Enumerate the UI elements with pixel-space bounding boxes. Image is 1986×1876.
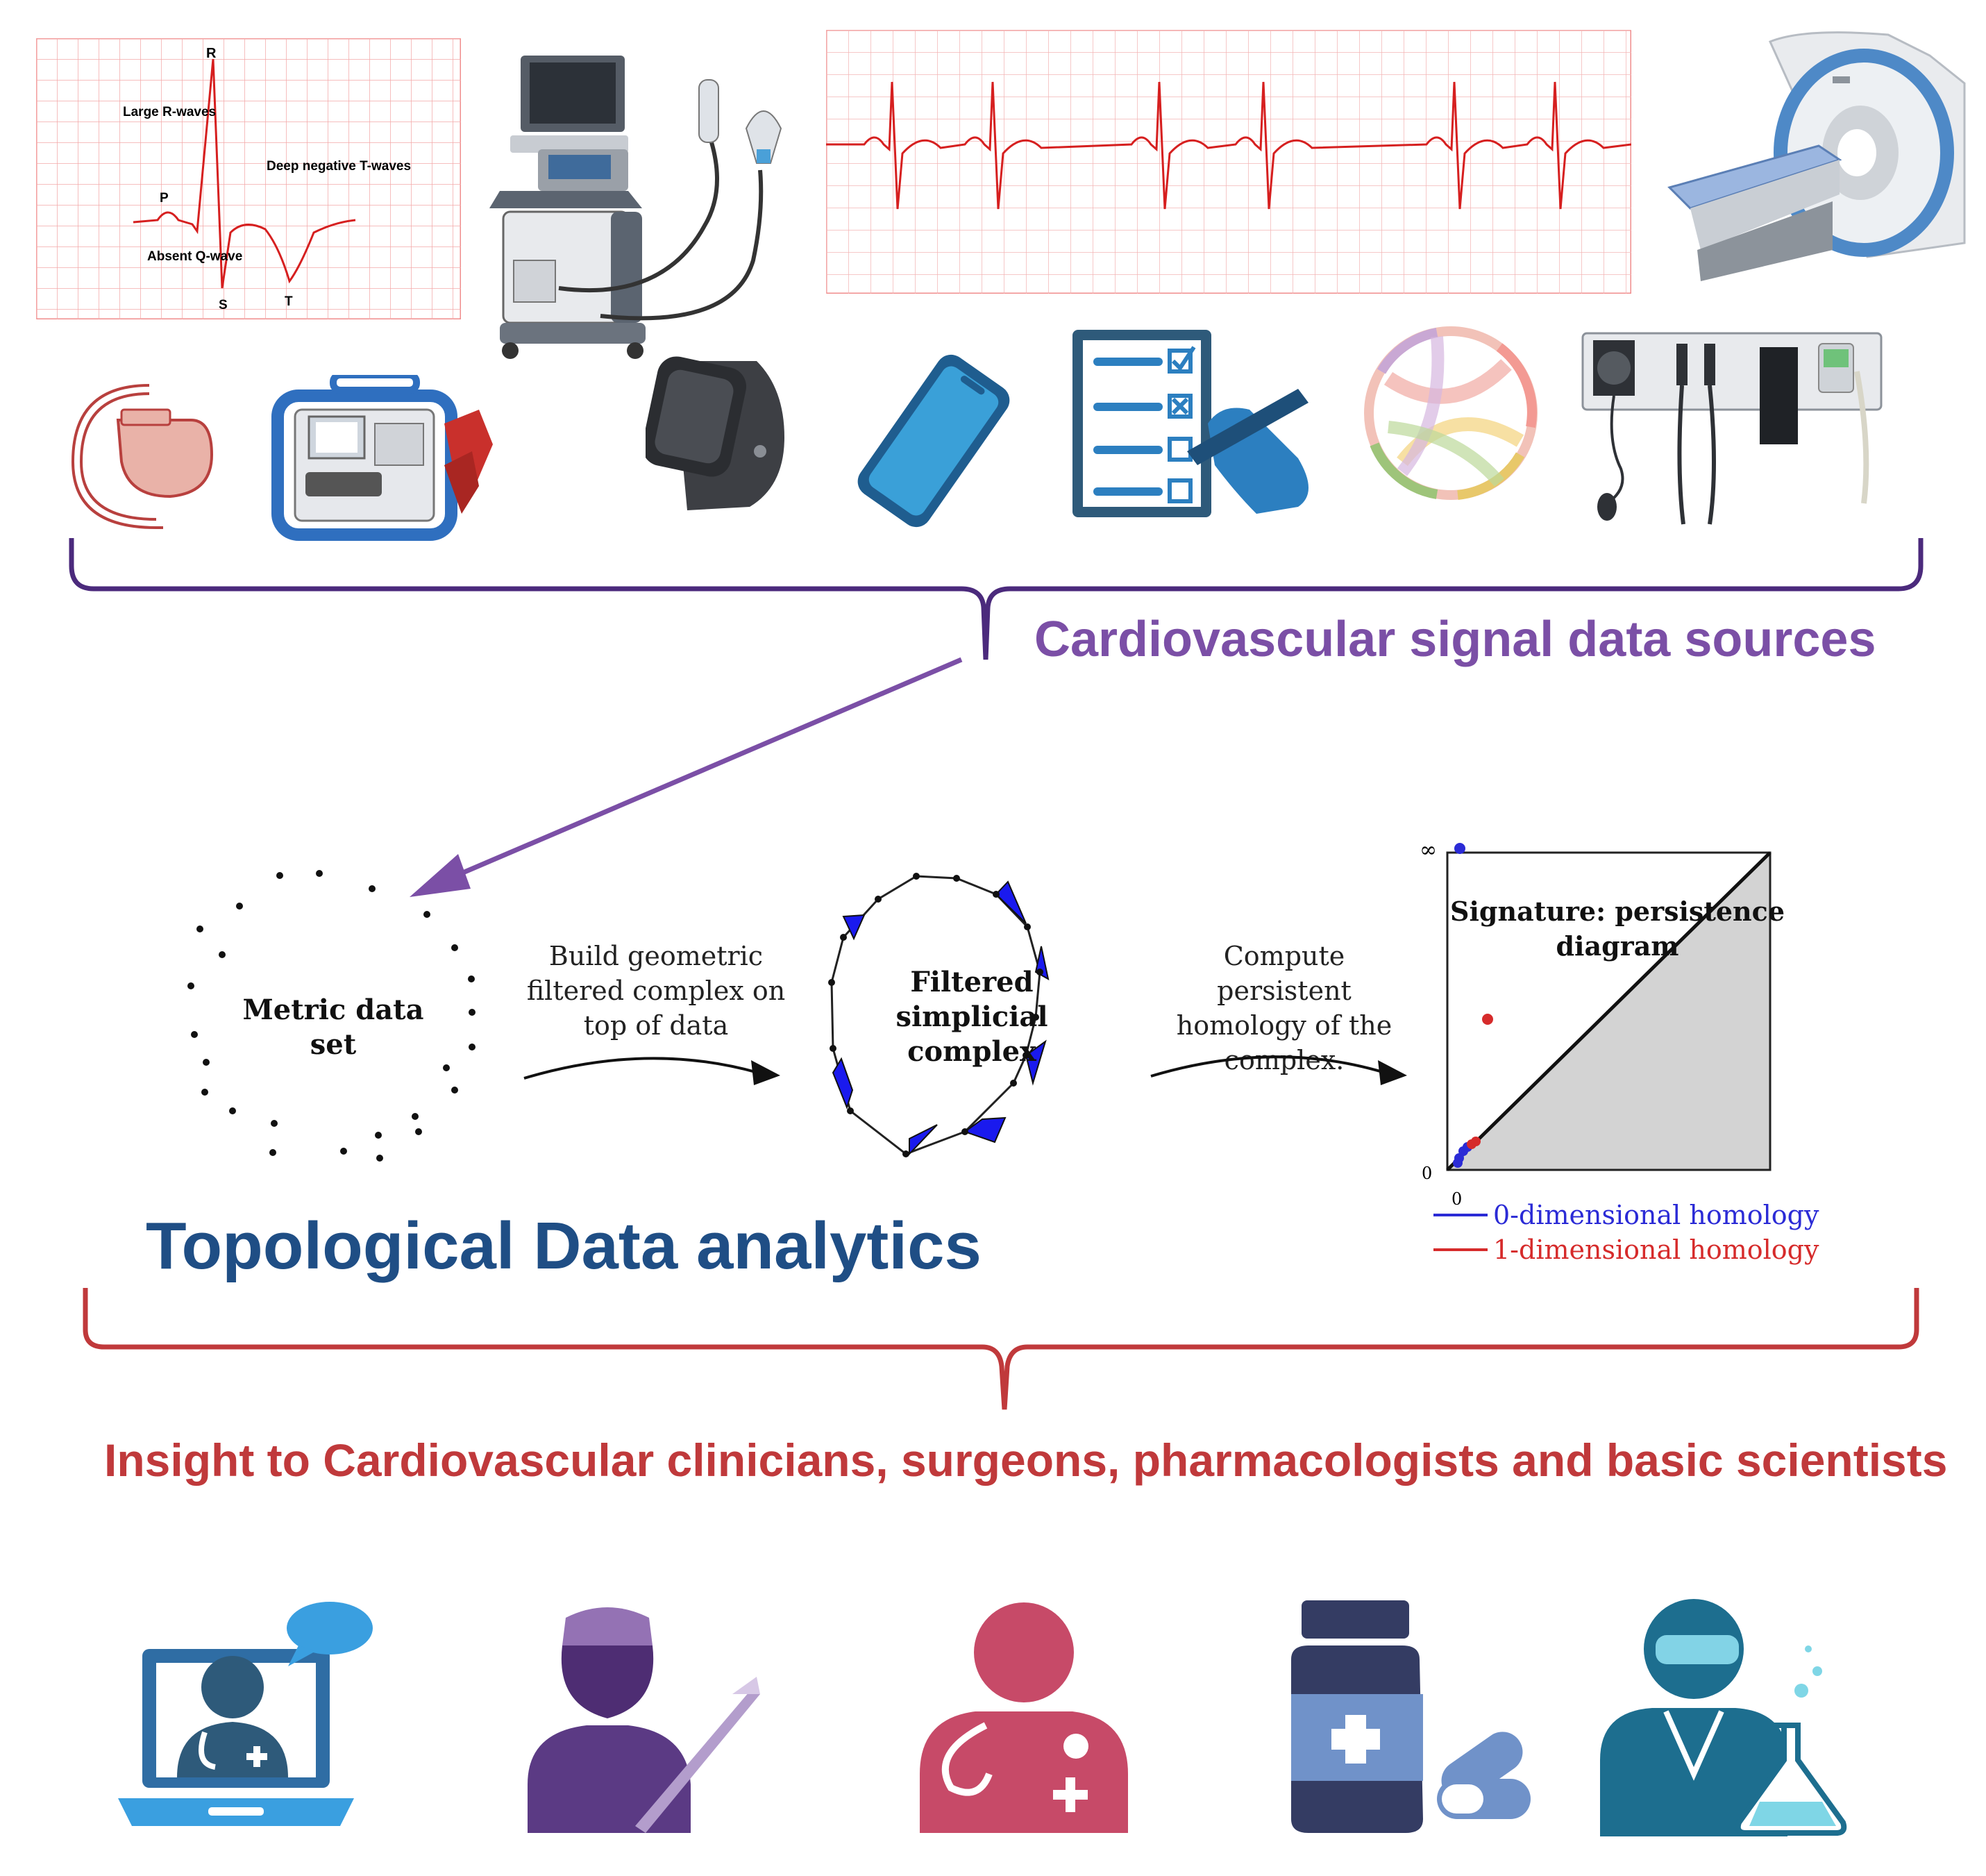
- ultrasound-machine-icon: [489, 56, 782, 359]
- sources-to-tda-arrow: [410, 657, 963, 897]
- legend-h1: 1-dimensional homology: [1433, 1232, 1850, 1267]
- persistence-diagram-title: Signature: persistence diagram: [1450, 896, 1785, 962]
- zero-x-label: 0: [1451, 1189, 1462, 1209]
- zero-y-label: 0: [1422, 1164, 1432, 1183]
- infinity-label: ∞: [1420, 838, 1437, 862]
- defibrillator-icon: [271, 375, 493, 541]
- telemedicine-doctor-icon: [118, 1602, 373, 1826]
- clinician-icon: [920, 1602, 1128, 1833]
- data-sources-brace: [69, 538, 1924, 660]
- metric-point-cloud: [187, 870, 476, 1162]
- surgeon-icon: [528, 1607, 760, 1833]
- insight-brace: [83, 1288, 1919, 1410]
- ecg-label-r: R: [206, 46, 217, 61]
- ecg-label-deep-t: Deep negative T-waves: [267, 159, 411, 174]
- pacemaker-icon: [71, 384, 214, 529]
- legend-h0: 0-dimensional homology: [1433, 1198, 1850, 1232]
- persistence-legend: 0-dimensional homology 1-dimensional hom…: [1433, 1198, 1850, 1267]
- ecg-zoom-icon: R Large R-waves P Deep negative T-waves …: [36, 38, 461, 319]
- insight-caption: Insight to Cardiovascular clinicians, su…: [104, 1434, 1948, 1486]
- legend-h1-swatch: [1433, 1248, 1488, 1251]
- legend-h0-swatch: [1433, 1214, 1488, 1216]
- tda-title: Topological Data analytics: [146, 1209, 982, 1283]
- filtered-complex-label: Filtered simplicial complex: [895, 966, 1048, 1068]
- metric-data-set-label: Metric data set: [242, 994, 424, 1061]
- ecg-label-t: T: [285, 294, 293, 309]
- clinical-checklist-icon: [1072, 330, 1308, 517]
- filtered-complex-graph: [828, 873, 1050, 1157]
- step-build-complex-label: Build geometric filtered complex on top …: [526, 941, 786, 1041]
- medication-icon: [1291, 1600, 1531, 1833]
- smartwatch-icon: [646, 356, 784, 510]
- smartphone-icon: [857, 354, 1010, 528]
- persistence-diagram-plot: ∞ 0 0: [1420, 838, 1772, 1209]
- data-sources-caption: Cardiovascular signal data sources: [1034, 612, 1876, 667]
- step-persistent-homology-arrow: [1150, 1055, 1407, 1085]
- legend-h0-label: 0-dimensional homology: [1493, 1200, 1819, 1230]
- legend-h1-label: 1-dimensional homology: [1493, 1234, 1819, 1265]
- step-build-complex-arrow: [523, 1057, 780, 1085]
- ecg-label-s: S: [219, 298, 228, 312]
- step-persistent-homology-label: Compute persistent homology of the compl…: [1176, 941, 1392, 1075]
- ecg-label-large-r: Large R-waves: [123, 105, 216, 119]
- mri-scanner-icon: [1667, 31, 1966, 281]
- ecg-label-absent-q: Absent Q-wave: [147, 249, 242, 264]
- chord-diagram-icon: [1364, 326, 1538, 500]
- ecg-strip-icon: [826, 30, 1631, 294]
- infinite-class-point: [1454, 843, 1465, 854]
- scientist-icon: [1600, 1599, 1847, 1836]
- wall-diagnostic-station-icon: [1581, 332, 1883, 525]
- ecg-label-p: P: [160, 191, 169, 206]
- h1-class-point: [1482, 1014, 1493, 1025]
